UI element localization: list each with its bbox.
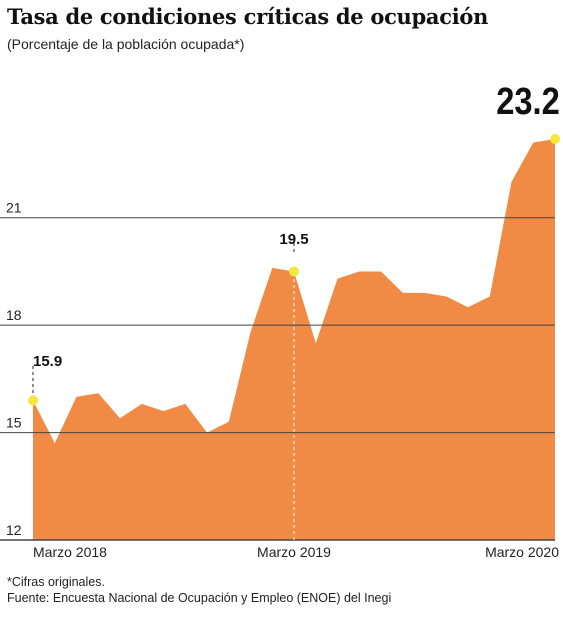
callout-label: 19.5 [279,231,308,248]
callout-marker [28,395,38,406]
callout-label-last: 23.2 [496,80,560,123]
chart-subtitle: (Porcentaje de la población ocupada*) [7,36,245,52]
x-tick-label: Marzo 2020 [485,544,559,560]
y-tick-label: 12 [6,522,22,538]
chart-title: Tasa de condiciones críticas de ocupació… [7,4,489,29]
y-tick-label: 18 [6,307,22,323]
x-tick-label: Marzo 2019 [257,544,331,560]
y-tick-label: 21 [6,200,22,216]
callout-marker [289,266,299,277]
x-tick-label: Marzo 2018 [33,544,107,560]
callout-label: 15.9 [33,353,62,370]
source-note: Fuente: Encuesta Nacional de Ocupación y… [7,591,392,605]
footnote: *Cifras originales. [7,575,105,589]
y-tick-label: 15 [6,415,22,431]
callout-marker [550,133,560,144]
